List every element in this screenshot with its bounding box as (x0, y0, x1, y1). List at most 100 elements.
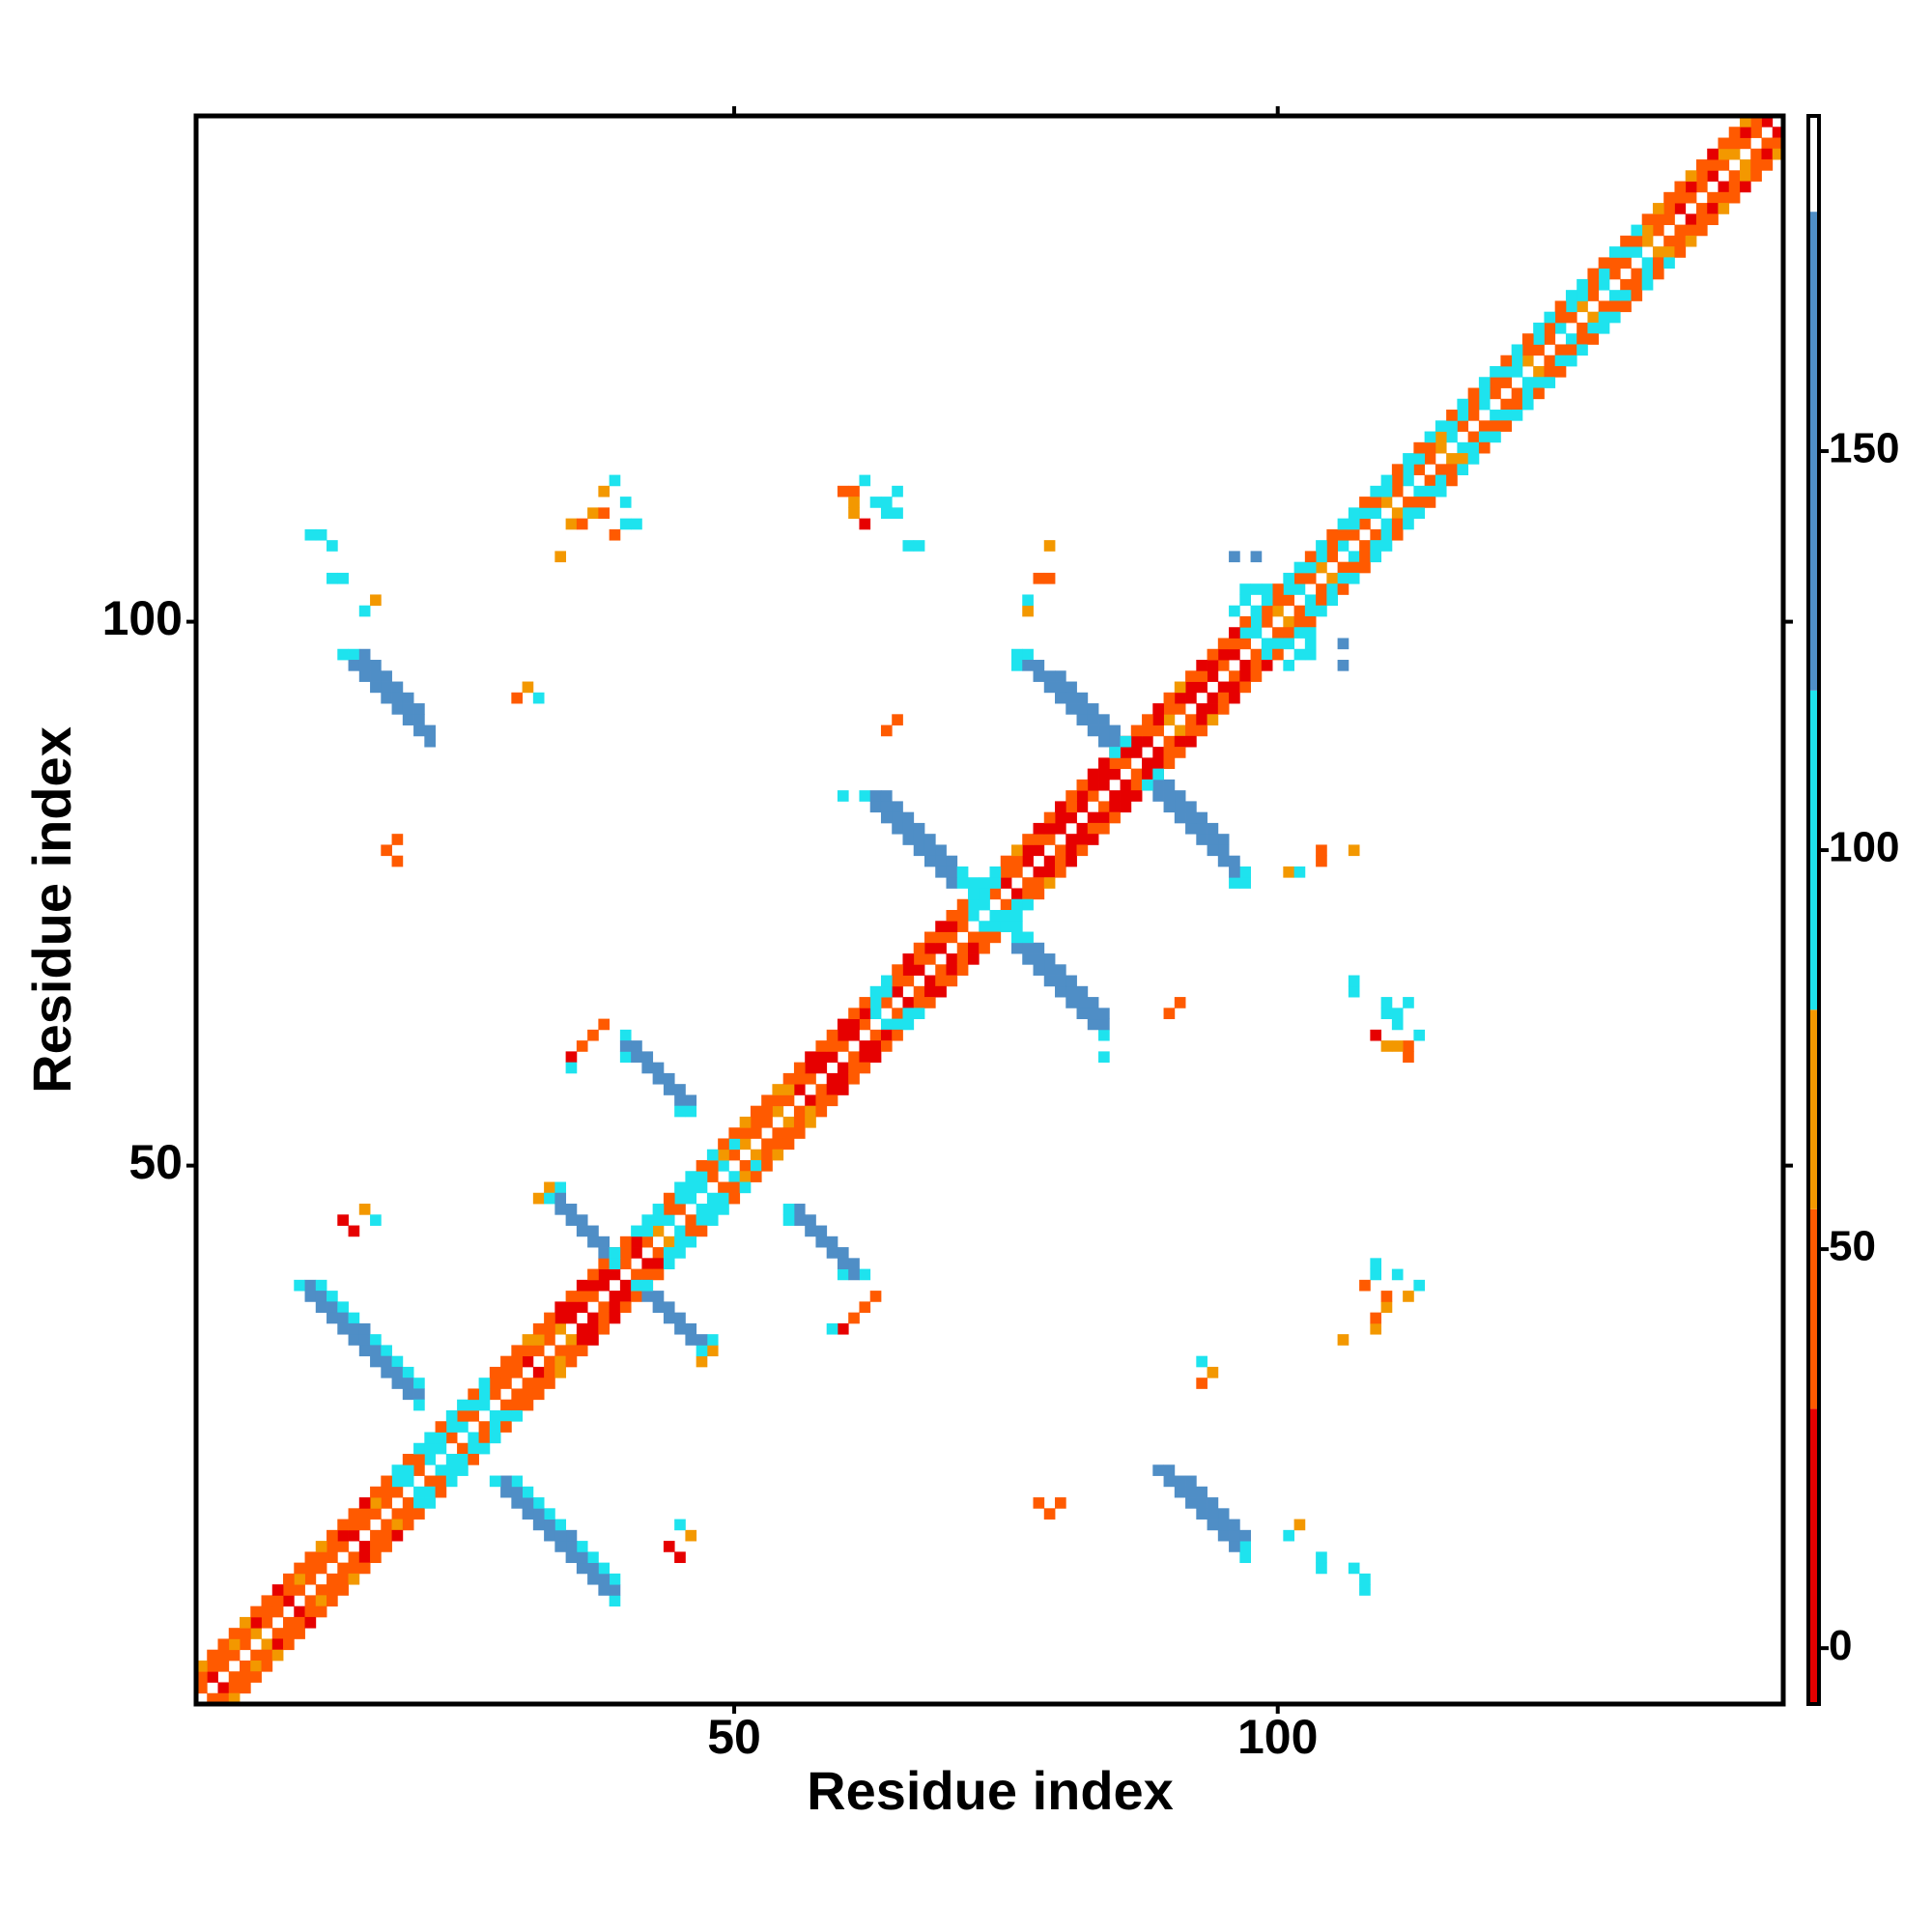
heatmap-cell (1326, 551, 1339, 563)
heatmap-cell (1229, 1529, 1240, 1542)
heatmap-cell (500, 1366, 512, 1378)
heatmap-cell (413, 724, 425, 737)
heatmap-cell (1598, 311, 1610, 324)
heatmap-cell (696, 1355, 708, 1368)
heatmap-cell (1130, 724, 1143, 737)
heatmap-cell (598, 507, 611, 520)
heatmap-cell (217, 1682, 230, 1694)
heatmap-cell (576, 1562, 588, 1575)
heatmap-cell (1229, 1541, 1240, 1552)
heatmap-cell (1521, 355, 1534, 367)
heatmap-cell (923, 985, 936, 998)
heatmap-cell (772, 1149, 784, 1161)
heatmap-cell (1739, 137, 1751, 150)
heatmap-cell (500, 1355, 512, 1368)
heatmap-cell (1413, 464, 1426, 475)
heatmap-cell (880, 801, 893, 813)
heatmap-cell (598, 1562, 611, 1575)
heatmap-cell (337, 1541, 349, 1552)
heatmap-cell (1316, 1562, 1327, 1575)
heatmap-cell (1620, 246, 1632, 258)
heatmap-cell (1163, 692, 1176, 704)
heatmap-cell (381, 1529, 392, 1542)
heatmap-cell (1761, 148, 1774, 160)
heatmap-cell (1065, 975, 1077, 987)
heatmap-cell (1403, 1040, 1414, 1052)
heatmap-cell (391, 1529, 404, 1542)
heatmap-cell (1098, 801, 1110, 813)
heatmap-cell (837, 1258, 849, 1269)
heatmap-cell (1065, 703, 1077, 715)
heatmap-cell (892, 964, 903, 976)
heatmap-cell (1272, 638, 1284, 650)
heatmap-cell (1565, 355, 1577, 367)
heatmap-cell (1229, 670, 1240, 682)
heatmap-cell (1577, 344, 1588, 356)
heatmap-cell (1391, 485, 1404, 497)
heatmap-cell (1087, 997, 1099, 1009)
heatmap-cell (1229, 638, 1240, 650)
heatmap-cell (1174, 681, 1186, 694)
heatmap-cell (413, 1442, 425, 1455)
heatmap-cell (381, 1497, 392, 1509)
heatmap-cell (1283, 1529, 1294, 1542)
heatmap-cell (1304, 648, 1317, 661)
heatmap-cell (424, 1475, 436, 1488)
heatmap-cell (1087, 768, 1099, 781)
y-axis-title: Residue index (21, 726, 82, 1094)
heatmap-cell (271, 1595, 284, 1607)
heatmap-cell (337, 1584, 349, 1596)
heatmap-cell (739, 1127, 752, 1139)
heatmap-cell (1424, 474, 1436, 487)
heatmap-cell (837, 1018, 849, 1031)
heatmap-cell (348, 1551, 360, 1564)
heatmap-cell (1478, 420, 1491, 432)
heatmap-cell (217, 1692, 230, 1705)
heatmap-cell (782, 1204, 795, 1215)
heatmap-cell (1174, 811, 1186, 824)
heatmap-cell (1152, 757, 1164, 770)
heatmap-cell (358, 1551, 371, 1564)
heatmap-cell (1652, 203, 1664, 214)
heatmap-cell (544, 1181, 555, 1194)
heatmap-cell (1196, 834, 1208, 845)
heatmap-cell (554, 1345, 567, 1357)
heatmap-cell (250, 1616, 262, 1629)
heatmap-cell (1457, 420, 1469, 432)
heatmap-cell (837, 1040, 849, 1052)
heatmap-cell (413, 1399, 425, 1411)
heatmap-cell (370, 594, 382, 607)
heatmap-cell (565, 1291, 578, 1302)
heatmap-cell (1022, 942, 1034, 954)
heatmap-cell (631, 1040, 642, 1052)
heatmap-cell (902, 997, 915, 1009)
heatmap-cell (1554, 311, 1567, 324)
heatmap-cell (1109, 801, 1121, 813)
x-axis-title: Residue index (807, 1760, 1174, 1821)
heatmap-cell (685, 1334, 697, 1346)
heatmap-cell (522, 1345, 534, 1357)
heatmap-cell (674, 1094, 686, 1107)
heatmap-cell (1283, 572, 1294, 584)
heatmap-cell (706, 1192, 719, 1205)
heatmap-cell (1631, 224, 1643, 237)
heatmap-cell (1174, 724, 1186, 737)
heatmap-cell (598, 1018, 611, 1031)
heatmap-cell (598, 1584, 611, 1596)
heatmap-cell (489, 1388, 501, 1401)
heatmap-cell (1098, 779, 1110, 791)
heatmap-cell (674, 1247, 686, 1259)
heatmap-cell (1152, 724, 1164, 737)
heatmap-cell (1043, 953, 1056, 965)
heatmap-cell (1554, 344, 1567, 356)
heatmap-cell (1207, 1519, 1219, 1531)
heatmap-cell (304, 1605, 317, 1618)
heatmap-cell (619, 1040, 632, 1052)
heatmap-cell (1631, 278, 1643, 291)
heatmap-cell (902, 540, 915, 552)
heatmap-cell (1098, 714, 1110, 725)
heatmap-cell (554, 1181, 567, 1194)
heatmap-cell (1065, 844, 1077, 857)
heatmap-cell (848, 497, 860, 508)
